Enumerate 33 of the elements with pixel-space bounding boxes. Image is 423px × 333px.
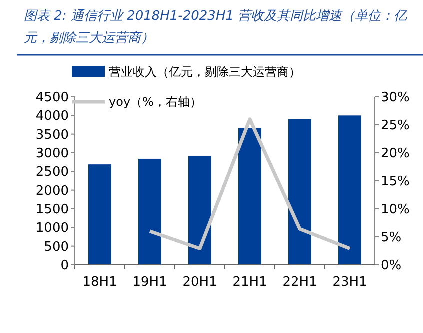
x-tick-label: 19H1 [132, 275, 168, 290]
y2-tick-label: 15% [381, 174, 410, 190]
legend-label: 营业收入（亿元，剔除三大运营商） [109, 65, 301, 80]
y2-tick-label: 5% [381, 230, 402, 246]
y-tick-label: 3500 [36, 128, 69, 143]
x-tick-label: 21H1 [232, 275, 268, 290]
x-tick-label: 18H1 [82, 275, 118, 290]
bar [188, 156, 212, 265]
y-tick-label: 2000 [36, 184, 69, 199]
y-tick-label: 0 [60, 258, 69, 274]
y-tick-label: 2500 [36, 165, 69, 180]
y-tick-label: 1500 [36, 202, 69, 218]
x-tick-label: 23H1 [332, 275, 368, 290]
bar [88, 164, 112, 265]
bar [238, 128, 262, 265]
y2-tick-label: 20% [381, 146, 410, 162]
y-tick-label: 4000 [36, 109, 69, 124]
y2-tick-label: 0% [381, 258, 402, 274]
legend-label: yoy（%，右轴） [109, 95, 202, 110]
y-tick-label: 1000 [36, 221, 69, 236]
y2-tick-label: 30% [381, 90, 410, 106]
y-tick-label: 3000 [36, 146, 69, 162]
y2-tick-label: 25% [381, 118, 410, 134]
y-tick-label: 4500 [36, 90, 69, 106]
chart-title: 图表 2: 通信行业 2018H1-2023H1 营收及其同比增速（单位：亿元，剔除三大运营商） [24, 8, 408, 48]
y-tick-label: 500 [44, 240, 69, 255]
bar [288, 119, 312, 265]
x-tick-label: 22H1 [282, 275, 318, 290]
bar [338, 116, 362, 265]
x-tick-label: 20H1 [182, 275, 218, 290]
bar [138, 158, 162, 265]
y2-tick-label: 10% [381, 202, 410, 218]
line-series [148, 118, 352, 251]
